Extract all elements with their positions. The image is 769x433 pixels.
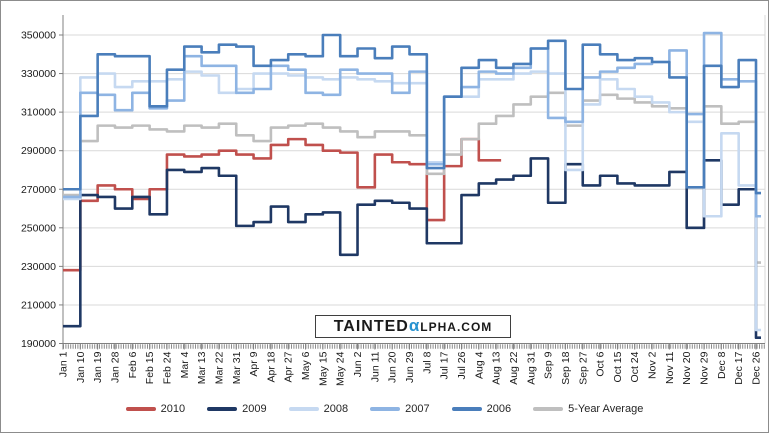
watermark-text-post: LPHA.COM — [420, 319, 493, 334]
x-axis-label: Sep 9 — [543, 351, 555, 379]
x-axis-label: Apr 27 — [283, 351, 295, 382]
x-axis-label: Aug 22 — [508, 351, 520, 384]
x-axis-label: Apr 18 — [265, 351, 277, 382]
x-axis-label: Jun 2 — [352, 351, 364, 377]
x-axis-label: Jul 26 — [456, 351, 468, 379]
x-axis-label: Apr 9 — [248, 351, 260, 376]
x-axis-label: Mar 31 — [231, 351, 243, 384]
x-axis-label: Sep 27 — [577, 351, 589, 384]
x-axis-label: Jul 17 — [439, 351, 451, 379]
legend-item-2008: 2008 — [288, 403, 349, 415]
y-axis-label: 190000 — [21, 338, 56, 350]
legend-item-2006: 2006 — [451, 403, 512, 415]
legend-item-5-year-average: 5-Year Average — [533, 403, 643, 415]
x-axis-label: Jan 1 — [58, 351, 70, 377]
x-axis-label: Jul 8 — [421, 351, 433, 373]
x-axis-label: Nov 20 — [681, 351, 693, 384]
legend-label: 2007 — [405, 403, 430, 415]
x-axis-label: Aug 31 — [525, 351, 537, 384]
x-axis-label: Jun 11 — [369, 351, 381, 382]
legend-swatch — [451, 407, 482, 411]
y-axis-label: 330000 — [21, 68, 56, 80]
series-line-2006 — [63, 33, 761, 195]
x-axis-label: Dec 26 — [751, 351, 763, 384]
x-axis-label: Nov 11 — [664, 351, 676, 384]
legend-label: 2010 — [160, 403, 186, 415]
x-axis-label: Oct 15 — [612, 351, 624, 382]
legend-swatch — [533, 407, 564, 411]
legend-swatch — [288, 407, 319, 411]
watermark-text-pre: TAINTED — [333, 317, 409, 335]
x-axis-label: Aug 13 — [491, 351, 503, 384]
legend-swatch — [370, 407, 401, 411]
legend: 2010 2009 2008 2007 2006 5-Year Average — [1, 403, 768, 415]
x-axis-label: May 24 — [335, 351, 347, 386]
legend-item-2007: 2007 — [370, 403, 430, 415]
legend-label: 2009 — [242, 403, 267, 415]
y-axis-label: 270000 — [21, 184, 56, 196]
y-axis-label: 290000 — [21, 145, 56, 157]
legend-label: 2008 — [323, 403, 349, 415]
x-axis-label: Jun 29 — [404, 351, 416, 383]
legend-swatch — [207, 407, 238, 411]
y-axis-label: 230000 — [21, 261, 56, 273]
watermark: TAINTED α LPHA.COM — [315, 315, 511, 338]
x-axis-label: Nov 2 — [647, 351, 659, 379]
x-axis-label: May 6 — [300, 351, 312, 380]
x-axis-label: Feb 6 — [127, 351, 139, 378]
series-line-2010 — [63, 137, 502, 272]
y-axis-label: 210000 — [21, 299, 56, 311]
x-axis-label: Dec 8 — [716, 351, 728, 379]
series-line-2009 — [63, 157, 761, 340]
x-axis-label: Feb 24 — [161, 351, 173, 384]
legend-label: 5-Year Average — [568, 403, 644, 415]
y-axis-label: 310000 — [21, 107, 56, 119]
x-axis-label: Jan 10 — [75, 351, 87, 383]
legend-label: 2006 — [486, 403, 512, 415]
x-axis-label: May 15 — [317, 351, 329, 386]
x-axis-label: Feb 15 — [144, 351, 156, 384]
x-axis-label: Jun 20 — [387, 351, 399, 383]
x-axis-label: Oct 24 — [629, 351, 641, 382]
x-axis-label: Nov 29 — [699, 351, 711, 384]
x-axis-label: Oct 6 — [595, 351, 607, 376]
watermark-alpha-glyph: α — [408, 316, 421, 335]
x-axis-label: Mar 13 — [196, 351, 208, 384]
y-axis-label: 350000 — [21, 30, 56, 42]
legend-swatch — [125, 407, 156, 411]
x-axis-label: Jan 28 — [109, 351, 121, 383]
x-axis-label: Dec 17 — [733, 351, 745, 384]
x-axis-label: Jan 19 — [92, 351, 104, 383]
legend-item-2010: 2010 — [125, 403, 186, 415]
legend-item-2009: 2009 — [207, 403, 267, 415]
x-axis-label: Mar 4 — [179, 351, 191, 378]
x-axis-label: Aug 4 — [473, 351, 485, 379]
x-axis-label: Sep 18 — [560, 351, 572, 384]
x-axis-label: Mar 22 — [213, 351, 225, 384]
y-axis-label: 250000 — [21, 222, 56, 234]
